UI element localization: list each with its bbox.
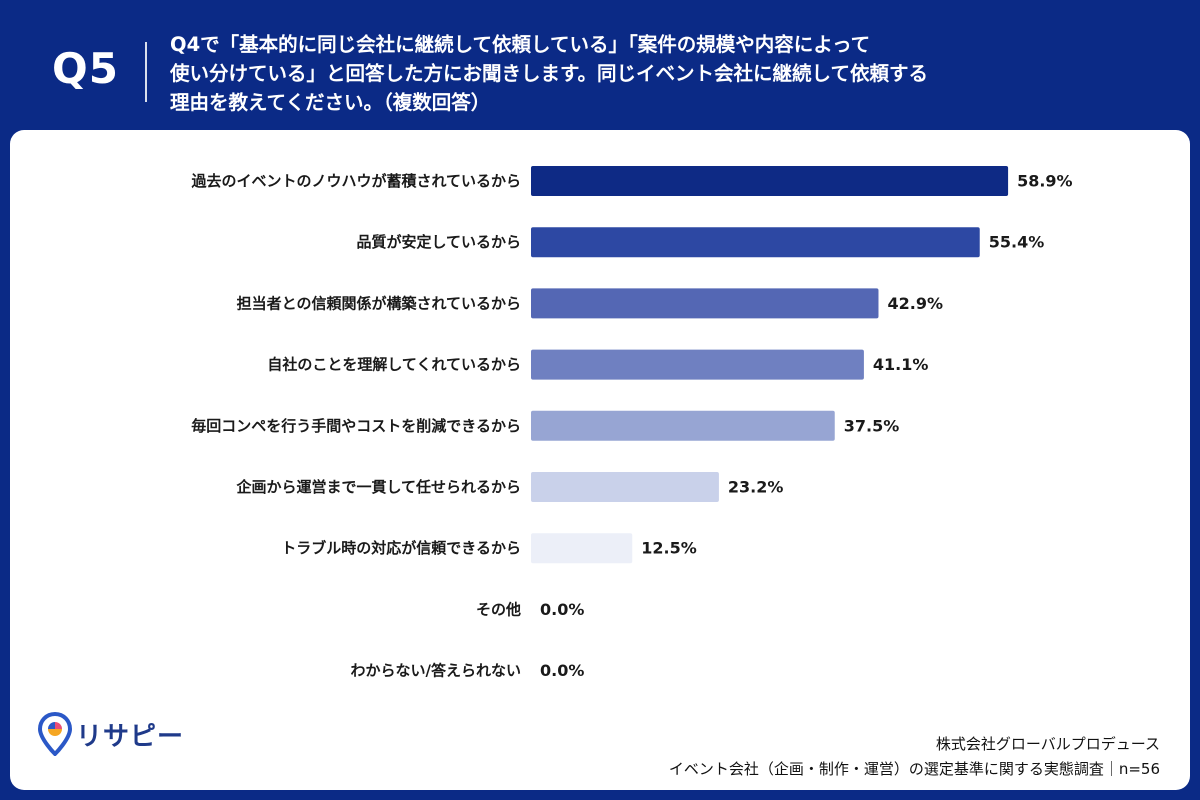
value-label: 0.0% bbox=[540, 600, 584, 619]
question-number: Q5 bbox=[52, 44, 119, 93]
bar-chart: 過去のイベントのノウハウが蓄積されているから 58.9% 品質が安定しているから 55… bbox=[190, 166, 1073, 680]
bar bbox=[531, 533, 633, 564]
category-label: わからない/答えられない bbox=[351, 662, 521, 680]
value-label: 37.5% bbox=[844, 416, 900, 435]
bar bbox=[531, 288, 879, 319]
logo-pin-icon bbox=[38, 712, 72, 756]
question-line: Q4で「基本的に同じ会社に継続して依頼している」「案件の規模や内容によって bbox=[170, 33, 871, 56]
footer-company: 株式会社グローバルプロデュース bbox=[935, 735, 1160, 753]
category-label: トラブル時の対応が信頼できるから bbox=[281, 539, 521, 557]
category-label: 企画から運営まで一貫して任せられるから bbox=[235, 478, 521, 496]
bar bbox=[531, 472, 719, 502]
question-header: Q5 Q4で「基本的に同じ会社に継続して依頼している」「案件の規模や内容によって… bbox=[0, 0, 1200, 130]
category-label: その他 bbox=[476, 600, 521, 618]
value-label: 55.4% bbox=[989, 233, 1045, 252]
header-divider bbox=[145, 42, 147, 102]
bar bbox=[531, 410, 835, 441]
value-label: 12.5% bbox=[641, 539, 697, 558]
bar bbox=[531, 349, 864, 380]
bar bbox=[531, 166, 1009, 196]
category-label: 毎回コンペを行う手間やコストを削減できるから bbox=[191, 417, 521, 435]
question-text: Q4で「基本的に同じ会社に継続して依頼している」「案件の規模や内容によって 使い… bbox=[170, 30, 1170, 117]
category-label: 自社のことを理解してくれているから bbox=[267, 356, 521, 374]
value-label: 0.0% bbox=[540, 661, 584, 680]
category-label: 品質が安定しているから bbox=[356, 233, 521, 251]
category-label: 担当者との信頼関係が構築されているから bbox=[237, 294, 521, 312]
chart-panel: 過去のイベントのノウハウが蓄積されているから 58.9% 品質が安定しているから 55… bbox=[10, 130, 1190, 790]
question-line: 使い分けている」と回答した方にお聞きします。同じイベント会社に継続して依頼する bbox=[170, 62, 928, 85]
question-line: 理由を教えてください。（複数回答） bbox=[170, 91, 491, 114]
category-label: 過去のイベントのノウハウが蓄積されているから bbox=[190, 172, 521, 190]
footer-survey: イベント会社（企画・制作・運営）の選定基準に関する実態調査｜n=56 bbox=[668, 760, 1160, 778]
value-label: 42.9% bbox=[887, 294, 943, 313]
value-label: 23.2% bbox=[728, 478, 784, 497]
bar bbox=[531, 227, 980, 258]
value-label: 41.1% bbox=[873, 355, 929, 374]
brand-logo: リサピー bbox=[38, 712, 184, 756]
footer-credit: 株式会社グローバルプロデュース イベント会社（企画・制作・運営）の選定基準に関す… bbox=[669, 732, 1160, 782]
value-label: 58.9% bbox=[1017, 172, 1073, 191]
logo-text: リサピー bbox=[76, 721, 185, 752]
